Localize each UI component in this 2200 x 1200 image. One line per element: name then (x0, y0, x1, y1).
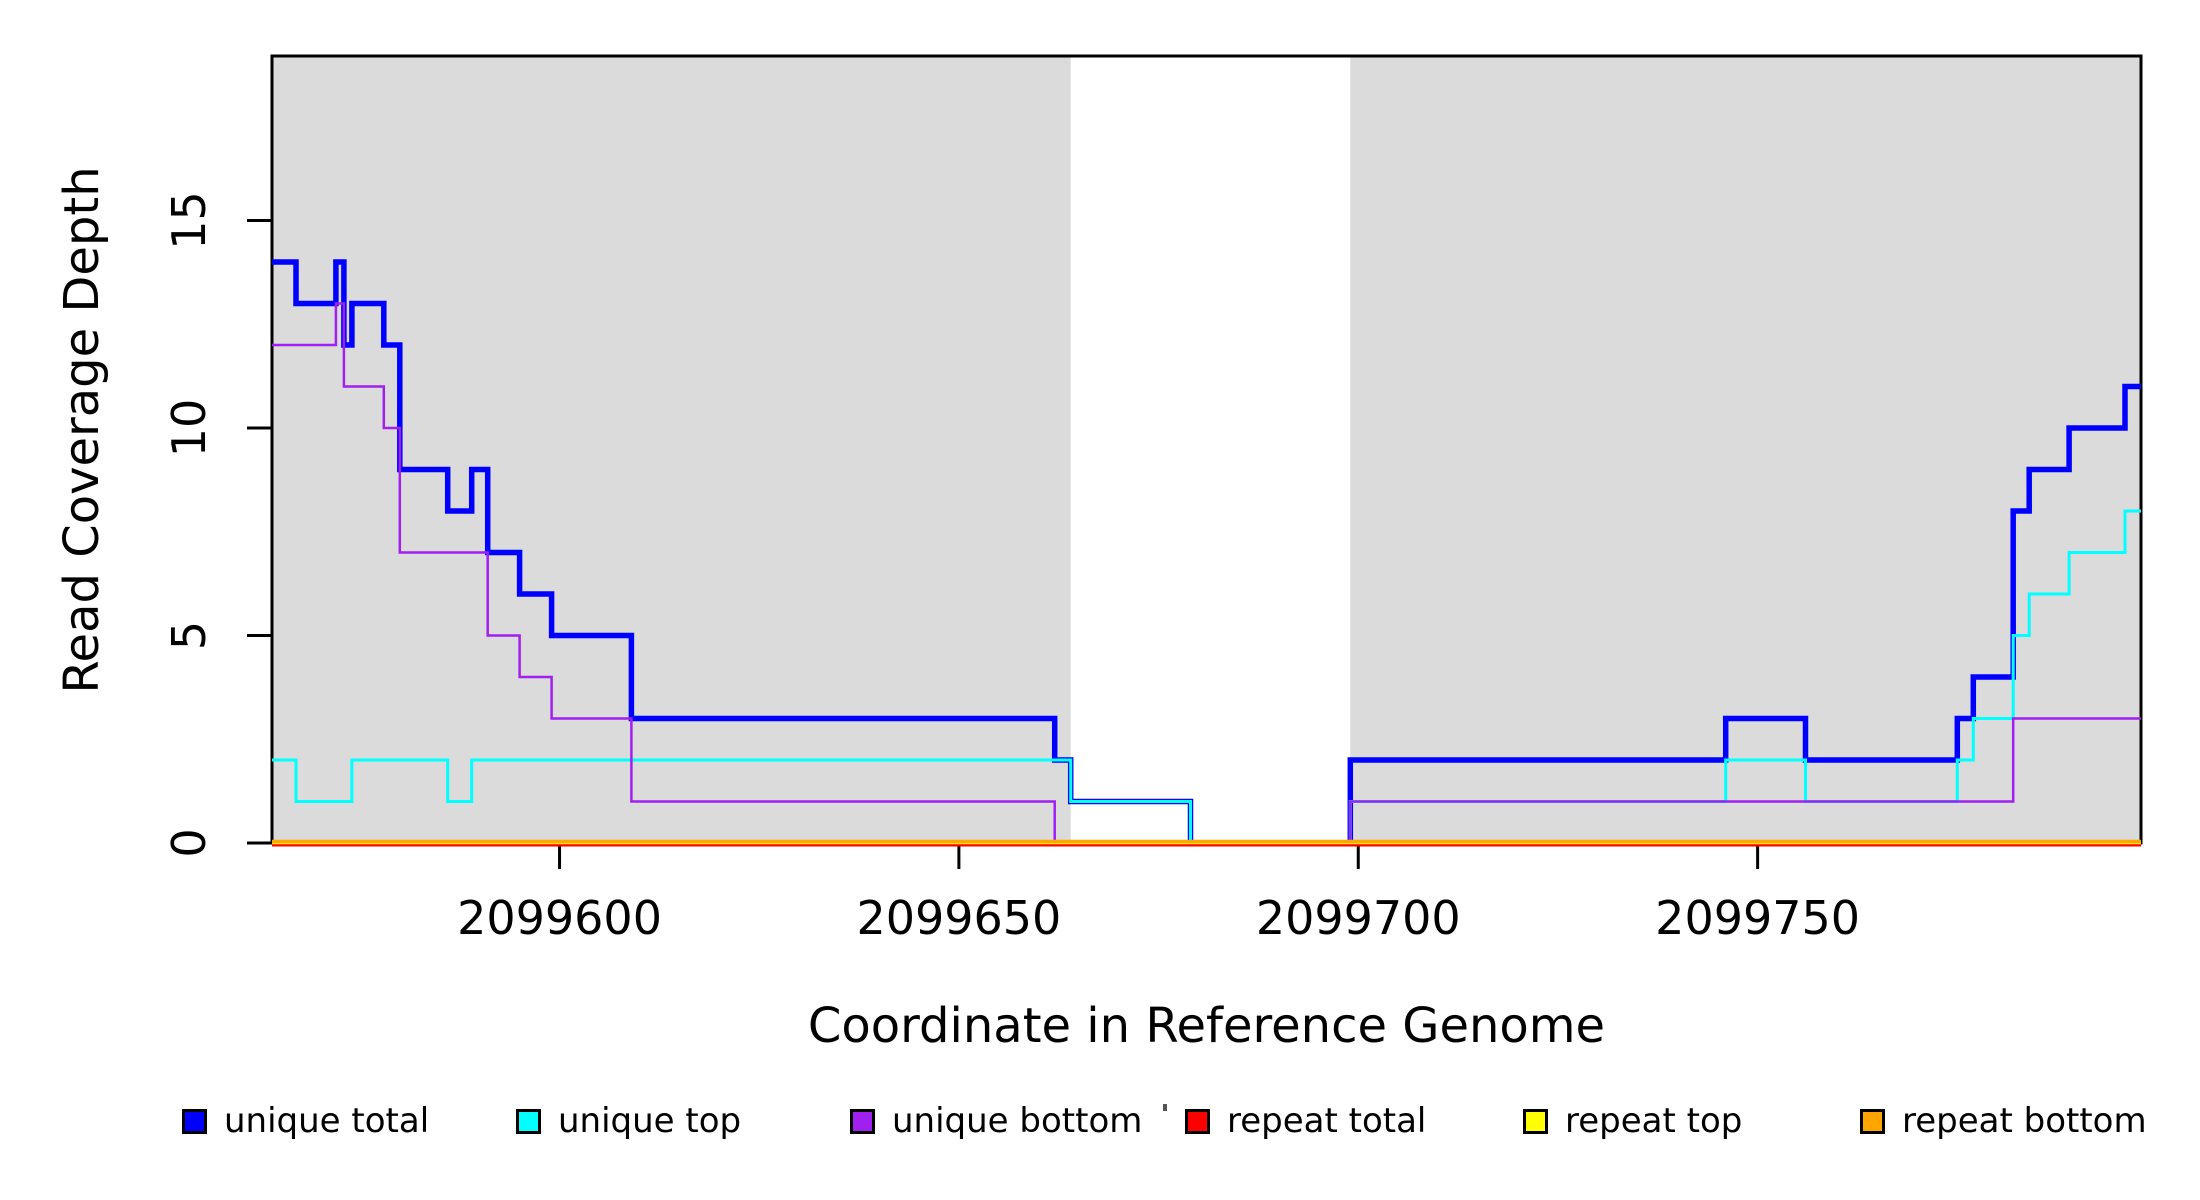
legend-label: repeat total (1227, 1101, 1427, 1141)
y-axis-title: Read Coverage Depth (54, 166, 110, 694)
y-tick-label: 15 (162, 191, 216, 250)
legend-swatch-repeat-top (1523, 1108, 1548, 1134)
y-tick-label: 10 (162, 399, 216, 458)
y-tick-label: 5 (162, 621, 216, 650)
x-axis-title: Coordinate in Reference Genome (807, 998, 1606, 1054)
legend-label: repeat bottom (1902, 1101, 2147, 1141)
shaded-region-0 (272, 56, 1071, 843)
legend-item-repeat-total: repeat total (1185, 1096, 1426, 1146)
shaded-region-1 (1350, 56, 2141, 843)
legend-item-unique-bottom: unique bottom (850, 1096, 1142, 1146)
series-unique-top-line (272, 509, 2141, 845)
x-tick-label: 2099600 (457, 891, 662, 945)
legend-item-repeat-top: repeat top (1523, 1096, 1742, 1146)
legend-label: unique top (558, 1101, 742, 1141)
legend-label: unique total (224, 1101, 430, 1141)
stray-mark (1163, 1104, 1167, 1111)
legend-swatch-unique-total (182, 1108, 207, 1134)
legend-label: unique bottom (892, 1101, 1143, 1141)
legend-swatch-unique-top (516, 1108, 541, 1134)
y-tick-label: 0 (162, 828, 216, 857)
x-tick-label: 2099750 (1655, 891, 1860, 945)
series-unique-total-line (272, 259, 2141, 846)
legend-swatch-repeat-bottom (1860, 1108, 1885, 1134)
legend-item-repeat-bottom: repeat bottom (1860, 1096, 2147, 1146)
legend-label: repeat top (1565, 1101, 1743, 1141)
legend-item-unique-total: unique total (182, 1096, 429, 1146)
x-tick-label: 2099700 (1256, 891, 1461, 945)
legend-swatch-repeat-total (1185, 1108, 1210, 1134)
legend: unique total unique top unique bottom repea… (0, 1096, 2200, 1156)
legend-swatch-unique-bottom (850, 1108, 875, 1134)
legend-item-unique-top: unique top (516, 1096, 741, 1146)
series-unique-bottom-line (272, 302, 2141, 845)
x-tick-label: 2099650 (856, 891, 1061, 945)
